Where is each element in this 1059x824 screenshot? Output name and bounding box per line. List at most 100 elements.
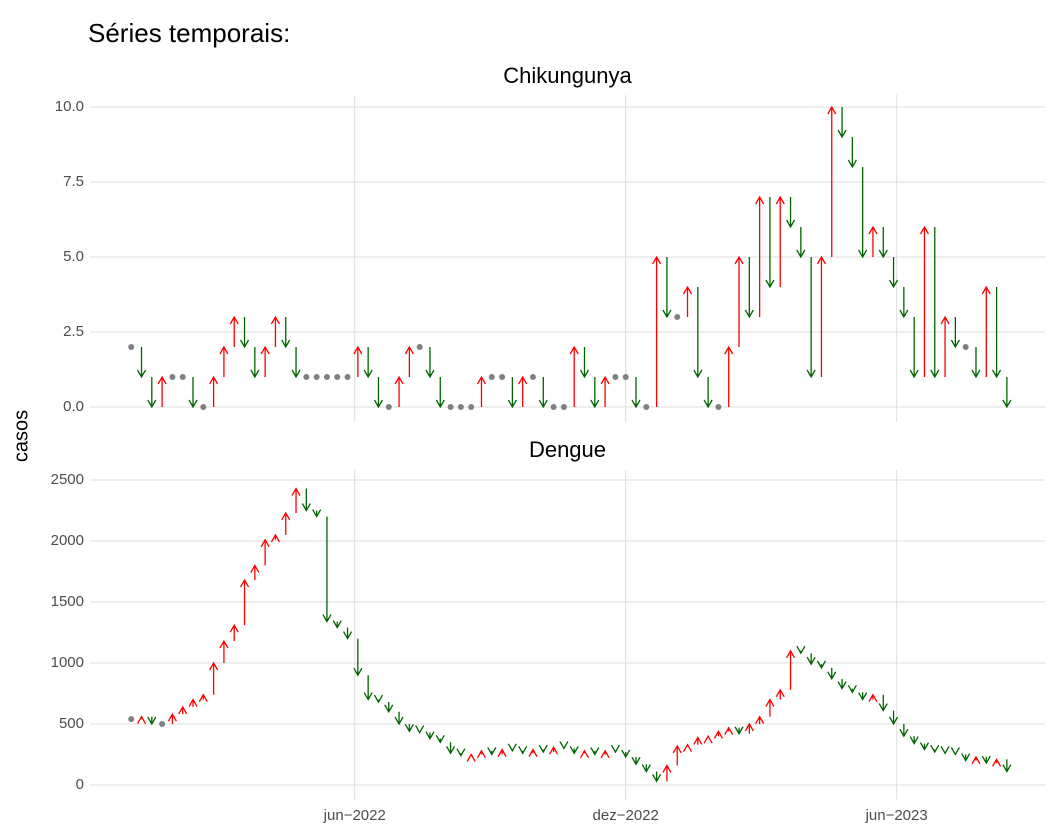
arrow [888, 710, 899, 726]
arrow [404, 723, 414, 733]
arrow [342, 627, 353, 640]
arrow [621, 749, 631, 759]
arrow [806, 257, 816, 379]
arrow [724, 345, 734, 407]
arrow [579, 749, 590, 759]
point [344, 374, 351, 380]
arrow [672, 744, 682, 766]
arrow [961, 753, 971, 762]
point [159, 720, 166, 727]
arrow [796, 227, 806, 259]
arrow [693, 287, 703, 379]
arrow [332, 620, 342, 629]
arrow [178, 705, 188, 715]
y-tick-label: 1000 [51, 654, 84, 671]
arrow [507, 743, 517, 753]
arrow [147, 716, 157, 726]
arrow [858, 167, 868, 259]
panel-title: Chikungunya [503, 63, 632, 88]
arrow [487, 747, 497, 756]
arrow [796, 645, 806, 655]
arrow [270, 533, 281, 543]
arrow [569, 345, 579, 407]
arrow [476, 375, 487, 407]
arrow [518, 375, 528, 407]
arrow [363, 347, 373, 379]
arrow [909, 317, 919, 379]
panel-title: Dengue [529, 437, 606, 462]
arrow [250, 347, 260, 379]
arrow [147, 377, 157, 409]
arrow [744, 257, 754, 319]
arrow [713, 730, 723, 739]
arrow [878, 694, 888, 712]
arrow [785, 197, 796, 229]
point [128, 344, 135, 350]
arrow [312, 509, 322, 518]
point [550, 404, 557, 410]
arrow [888, 257, 899, 289]
arrow [476, 749, 487, 759]
arrow [353, 638, 363, 677]
arrow [579, 347, 590, 379]
page-title: Séries temporais: [88, 18, 290, 48]
arrow [703, 377, 713, 409]
arrow [538, 377, 548, 409]
arrow [971, 347, 981, 379]
arrow [528, 748, 538, 757]
point [128, 716, 135, 723]
arrow [384, 702, 394, 714]
arrow [765, 197, 775, 289]
arrow [435, 377, 445, 409]
point [499, 374, 506, 380]
y-axis-label: casos [10, 410, 32, 462]
arrow [847, 684, 857, 694]
arrow [590, 377, 600, 409]
arrow [682, 285, 693, 317]
arrow [652, 255, 662, 407]
arrow [188, 698, 198, 707]
point [468, 404, 475, 410]
arrow [734, 726, 744, 736]
arrow [291, 347, 301, 379]
arrow [549, 745, 559, 755]
arrow [724, 726, 734, 735]
arrow [600, 375, 610, 407]
point [200, 404, 207, 410]
y-tick-label: 10.0 [55, 98, 84, 115]
x-tick-label: dez−2022 [593, 807, 659, 824]
arrow [136, 715, 147, 724]
arrow [1002, 377, 1012, 409]
y-tick-label: 500 [59, 715, 84, 732]
arrow [270, 315, 281, 347]
arrow [1002, 759, 1012, 773]
arrow [940, 745, 950, 755]
point [334, 374, 341, 380]
arrow [219, 639, 229, 663]
arrow [322, 516, 332, 623]
arrow [662, 257, 672, 319]
point [179, 374, 186, 380]
point [643, 404, 650, 410]
arrow [229, 623, 239, 642]
point [447, 404, 454, 410]
arrow [157, 375, 167, 407]
point [674, 314, 681, 320]
arrow [538, 744, 548, 754]
arrow [394, 375, 404, 407]
arrow [816, 255, 827, 377]
y-tick-label: 2000 [51, 532, 84, 549]
arrow [837, 678, 847, 690]
arrow [703, 734, 713, 744]
arrow [466, 753, 476, 762]
arrow [569, 745, 579, 755]
y-tick-label: 2.5 [63, 323, 84, 340]
arrow [652, 771, 662, 783]
arrow [281, 511, 291, 535]
arrow [209, 375, 219, 407]
point [416, 344, 423, 350]
arrow [507, 377, 517, 409]
arrow [827, 667, 837, 681]
arrow [209, 661, 219, 695]
arrow [415, 725, 425, 734]
